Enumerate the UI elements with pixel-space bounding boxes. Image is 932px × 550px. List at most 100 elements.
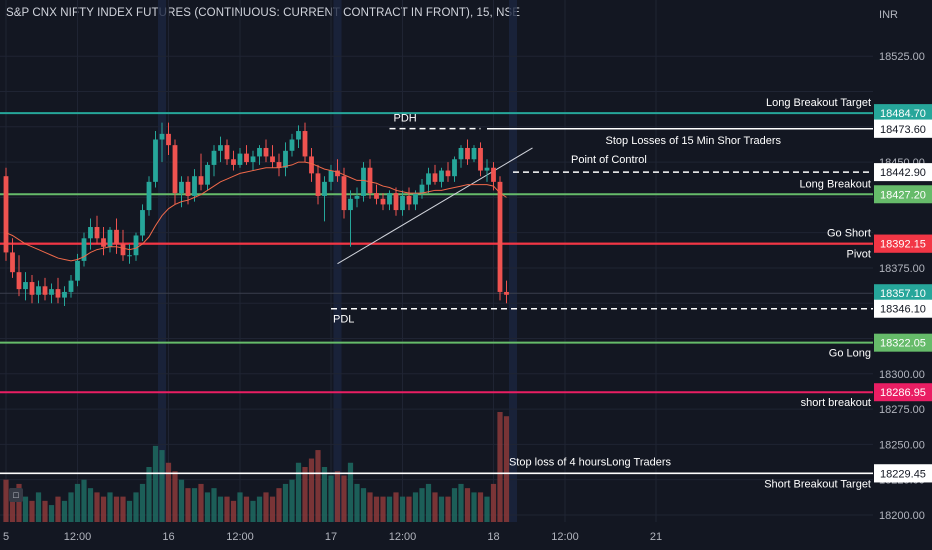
level-label: Long Breakout Target <box>766 97 871 109</box>
volume-bar <box>295 462 302 522</box>
volume-bar <box>250 500 256 522</box>
volume-bar <box>165 462 172 522</box>
candle <box>478 147 483 171</box>
candle <box>387 193 392 205</box>
volume-bar <box>497 412 503 522</box>
candle <box>211 150 217 165</box>
volume-bar <box>224 496 230 522</box>
candle <box>413 193 418 205</box>
volume-bar <box>198 483 204 522</box>
trendline-layer <box>337 147 533 265</box>
price-badge-bg <box>874 299 932 318</box>
volume-bar <box>503 416 510 522</box>
candle <box>335 170 340 177</box>
candle <box>263 147 269 157</box>
volume-bar <box>42 500 48 522</box>
volume-bar <box>172 471 178 522</box>
candle <box>322 181 327 196</box>
candle <box>393 193 399 211</box>
volume-bar <box>68 492 74 522</box>
price-badge: 18229.45 <box>874 464 932 483</box>
candle <box>452 159 457 177</box>
y-tick-label: 18275.00 <box>879 404 925 416</box>
candle <box>49 289 54 295</box>
volume-bar <box>146 467 152 522</box>
candle <box>153 139 158 182</box>
volume-bar <box>48 505 55 522</box>
volume-bar <box>3 479 9 522</box>
candle <box>244 153 249 163</box>
price-badges: 18484.7018473.7018473.6018442.9018427.20… <box>874 104 932 483</box>
candle <box>471 147 477 160</box>
level-label: PDL <box>333 314 354 326</box>
volume-bar <box>406 496 412 522</box>
level-lines <box>0 112 873 475</box>
price-badge-bg <box>874 104 932 123</box>
volume-bar <box>94 492 100 522</box>
volume-bar <box>120 496 126 522</box>
price-badge-bg <box>874 284 932 303</box>
candle <box>205 164 210 185</box>
price-badge-label: 18484.70 <box>880 108 926 120</box>
candle <box>309 156 314 174</box>
candle <box>283 150 288 168</box>
price-badge-label: 18392.15 <box>880 239 926 251</box>
volume-bar <box>471 492 477 522</box>
volume-bar <box>432 492 438 522</box>
x-tick-label: 12:00 <box>551 531 579 543</box>
price-badge: 18357.10 <box>874 284 932 303</box>
candle <box>380 198 386 205</box>
price-badge-label: 18286.95 <box>880 387 926 399</box>
volume-bar <box>334 471 341 522</box>
x-tick-label: 17 <box>325 531 337 543</box>
candle <box>257 147 262 157</box>
level-label: PDH <box>394 113 417 125</box>
price-badge-label: 18427.20 <box>880 189 926 201</box>
candle <box>458 147 464 160</box>
level-label: Go Long <box>829 348 871 360</box>
level-label: Stop Losses of 15 Min Shor Traders <box>606 135 782 147</box>
candle <box>504 291 509 295</box>
session-bands <box>158 0 517 522</box>
candle <box>276 162 282 168</box>
candle <box>296 131 301 140</box>
candle <box>179 181 184 194</box>
candle <box>341 176 347 211</box>
volume-bar <box>159 450 165 522</box>
x-tick-label: 12:00 <box>64 531 92 543</box>
volume-bar <box>22 496 29 522</box>
volume-bar <box>217 496 224 522</box>
price-badge-bg <box>874 383 932 402</box>
volume-bar <box>360 488 367 522</box>
y-tick-label: 18250.00 <box>879 439 925 451</box>
price-badge-label: 18357.10 <box>880 288 926 300</box>
candle <box>491 167 496 182</box>
volume-bar <box>399 496 406 522</box>
price-badge: 18346.10 <box>874 299 932 318</box>
candle <box>419 184 425 194</box>
volume-bar <box>464 488 471 522</box>
grid-lines <box>0 0 873 522</box>
volume-bar <box>74 483 81 522</box>
volume-bar <box>107 492 113 522</box>
volume-bar <box>113 496 120 522</box>
candle <box>88 227 93 239</box>
volume-bar <box>9 488 16 522</box>
candle <box>250 156 256 163</box>
y-tick-label: 18375.00 <box>879 263 925 275</box>
price-badge-label: 18442.90 <box>880 167 926 179</box>
volume-bar <box>269 496 276 522</box>
candle <box>361 167 366 196</box>
candle <box>133 235 139 256</box>
candle <box>42 286 48 295</box>
candle <box>107 229 113 247</box>
volume-bar <box>451 488 458 522</box>
candle <box>159 133 165 140</box>
volume-bar <box>55 496 61 522</box>
x-tick-label: 12:00 <box>389 531 417 543</box>
x-tick-label: 21 <box>650 531 662 543</box>
candle <box>374 193 379 199</box>
level-label: short breakout <box>801 397 871 409</box>
volume-bar <box>412 492 419 522</box>
